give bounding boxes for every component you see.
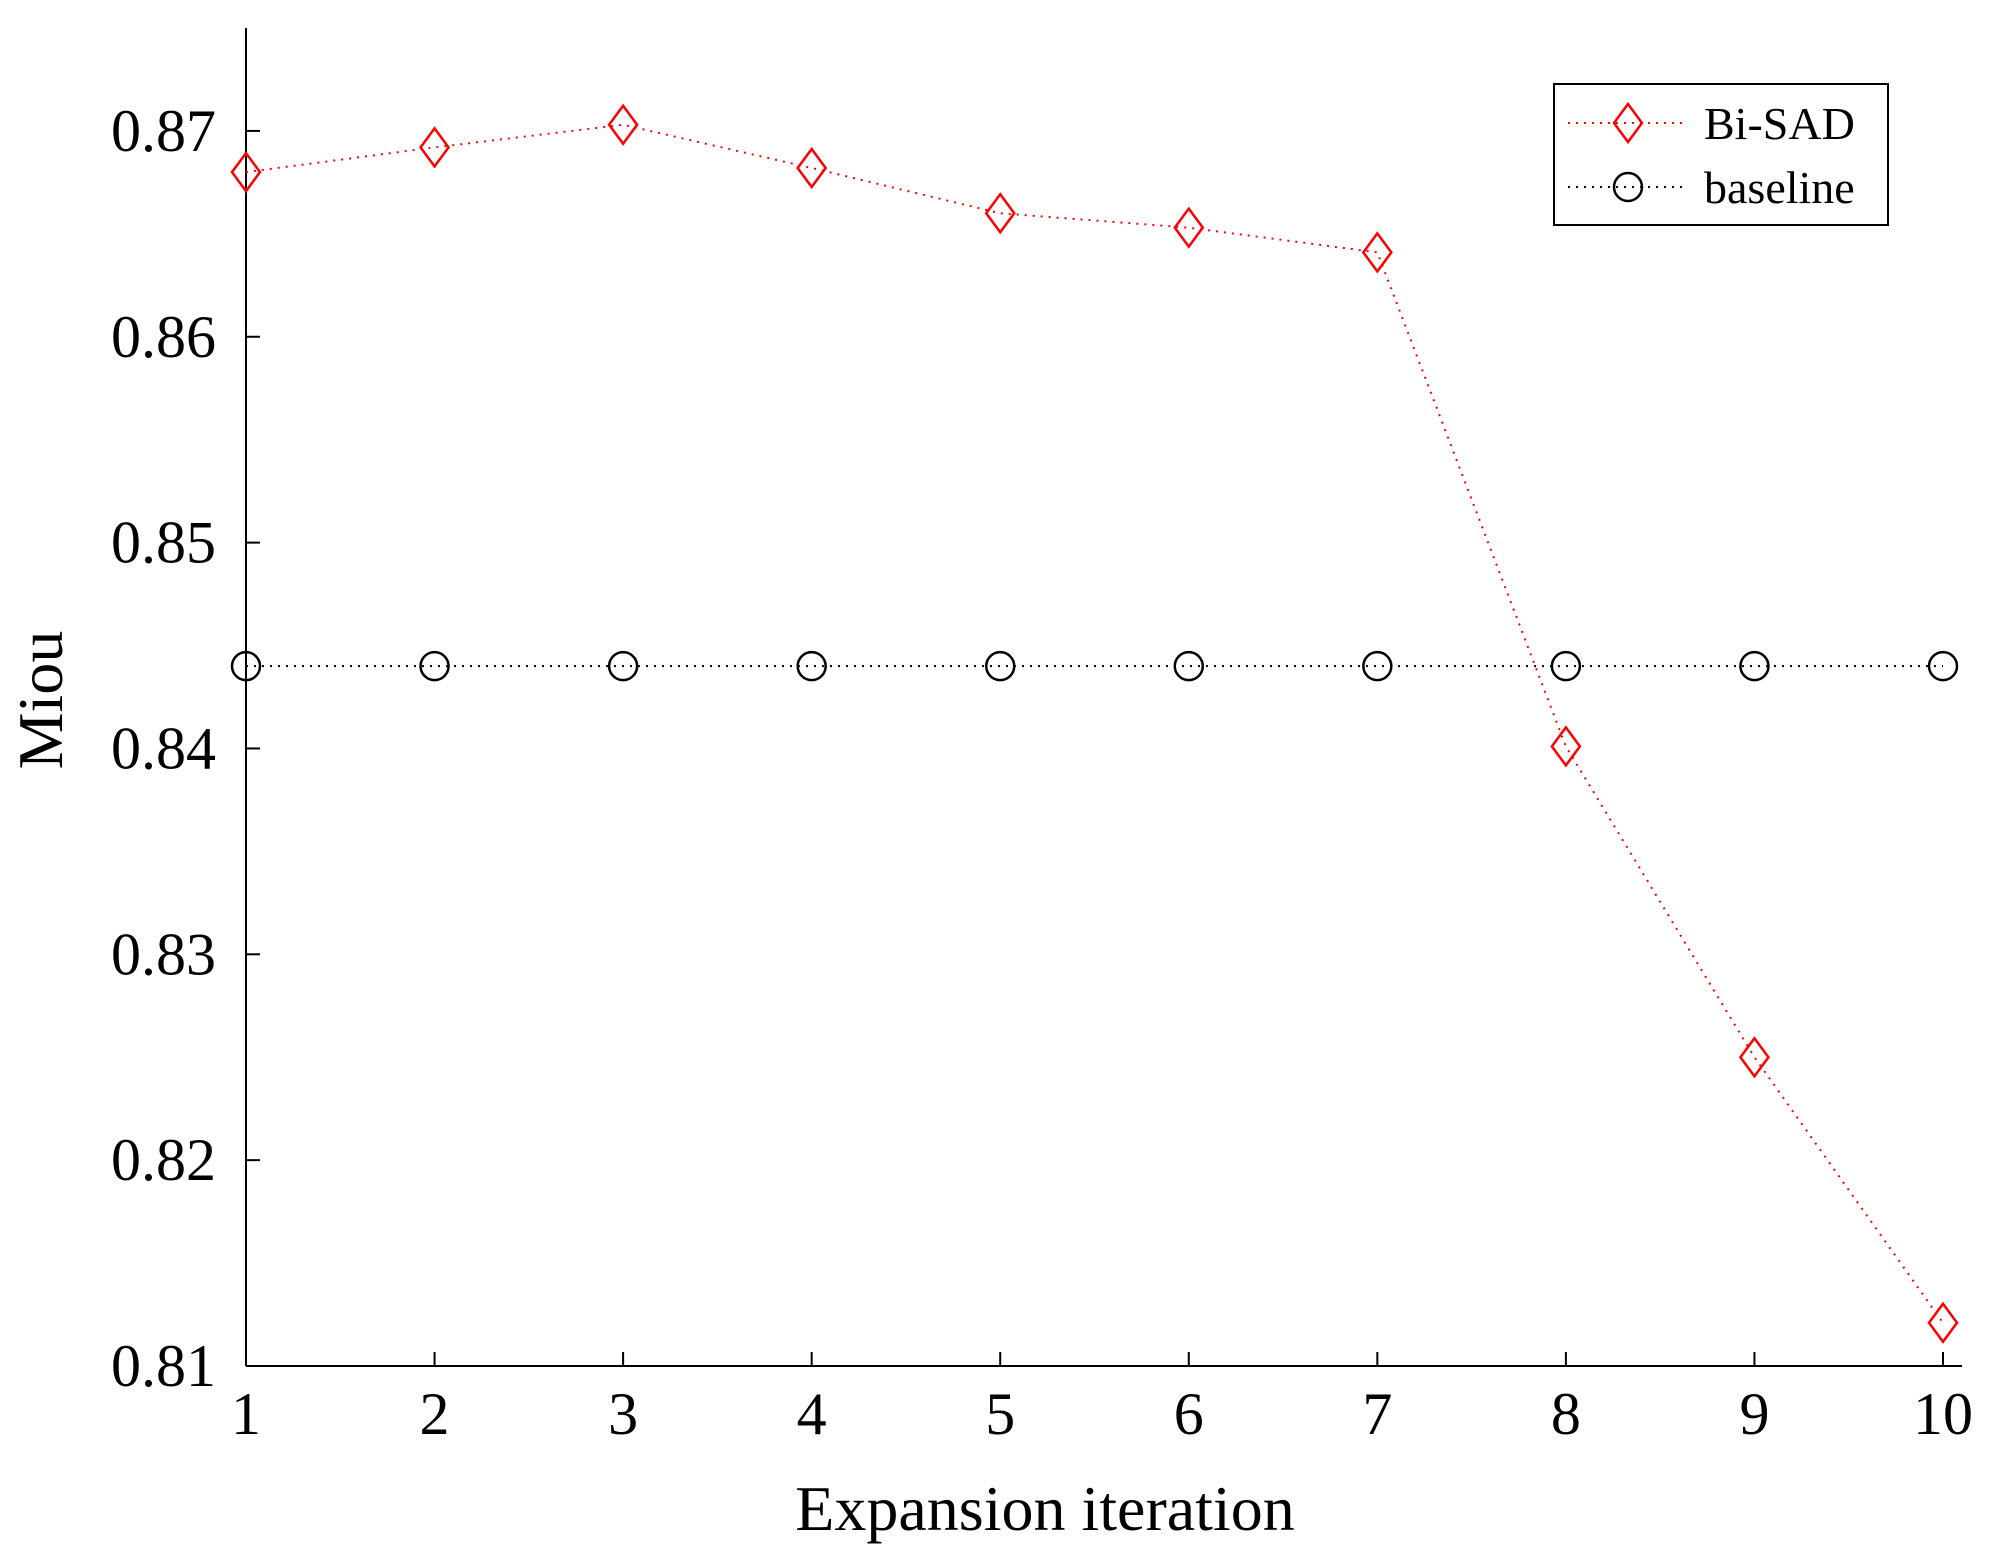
series-layer	[230, 103, 1959, 1344]
baseline-point	[1173, 650, 1205, 682]
bi-sad-point	[1361, 231, 1393, 274]
bi-sad-point	[1173, 206, 1205, 249]
bi-sad-point	[230, 150, 262, 194]
legend-marker	[1612, 101, 1644, 145]
baseline-point	[1927, 650, 1959, 682]
x-tick-label: 1	[231, 1381, 261, 1447]
baseline-point	[1550, 650, 1582, 682]
x-tick-label: 6	[1174, 1381, 1204, 1447]
bi-sad-point	[419, 126, 451, 169]
baseline-point	[1362, 650, 1393, 682]
bi-sad-point	[984, 192, 1016, 235]
y-tick-label: 0.85	[111, 510, 216, 576]
bi-sad-point	[1738, 1036, 1770, 1079]
baseline-point	[796, 650, 827, 682]
bi-sad-point	[607, 103, 639, 146]
bi-sad-point	[1927, 1301, 1959, 1344]
series-bi-sad	[230, 103, 1959, 1344]
baseline-point	[1739, 650, 1770, 682]
x-tick-label: 4	[797, 1381, 827, 1447]
y-tick-label: 0.82	[111, 1127, 216, 1193]
baseline-point	[230, 650, 262, 682]
y-axis-label: Miou	[5, 631, 76, 770]
x-axis-label: Expansion iteration	[795, 1473, 1294, 1544]
x-tick-label: 5	[985, 1381, 1015, 1447]
bi-sad-point	[796, 146, 828, 190]
bi-sad-line	[245, 123, 1944, 1324]
x-tick-label: 3	[608, 1381, 638, 1447]
x-tick-label: 7	[1362, 1381, 1392, 1447]
legend: Bi-SAD baseline	[1553, 83, 1889, 226]
y-ticks: 0.81 0.82 0.83 0.84 0.85 0.86 0.87	[111, 98, 260, 1399]
y-tick-label: 0.81	[111, 1333, 216, 1399]
baseline-point	[607, 650, 639, 682]
baseline-point	[419, 650, 450, 682]
x-tick-label: 10	[1913, 1381, 1973, 1447]
y-tick-label: 0.84	[111, 715, 216, 781]
legend-marker	[1612, 171, 1644, 203]
legend-label: Bi-SAD	[1704, 98, 1855, 149]
x-tick-label: 8	[1551, 1381, 1581, 1447]
y-tick-label: 0.87	[111, 98, 216, 164]
series-baseline	[230, 650, 1959, 682]
x-tick-label: 2	[420, 1381, 450, 1447]
bi-sad-point	[1550, 725, 1582, 768]
legend-item-bi-sad: Bi-SAD	[1568, 98, 1855, 149]
x-ticks: 1 2 3 4 5 6 7 8 9 10	[231, 1352, 1973, 1447]
baseline-point	[984, 650, 1016, 682]
legend-item-baseline: baseline	[1568, 162, 1855, 213]
y-tick-label: 0.83	[111, 921, 216, 987]
legend-box	[1553, 83, 1889, 226]
axes	[245, 28, 1962, 1367]
x-tick-label: 9	[1739, 1381, 1769, 1447]
legend-label: baseline	[1704, 162, 1855, 213]
y-tick-label: 0.86	[111, 304, 216, 370]
